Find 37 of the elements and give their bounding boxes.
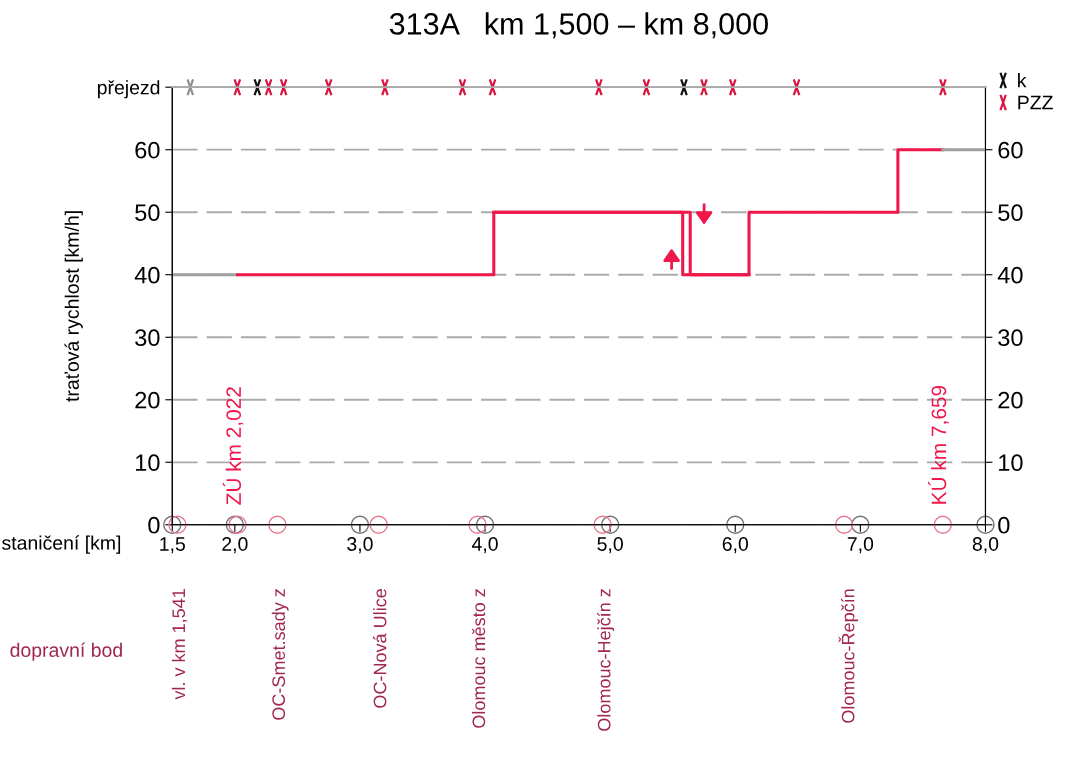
legend-label: PZZ bbox=[1018, 95, 1053, 110]
legend-label: k bbox=[1018, 73, 1027, 88]
text: dopravní bod bbox=[10, 642, 122, 661]
y2-tick-label: 10 bbox=[999, 454, 1023, 472]
y-tick-label: 0 bbox=[148, 516, 160, 534]
y2-tick-label: 50 bbox=[998, 204, 1023, 222]
x-tick-label: 1,5 bbox=[160, 537, 185, 554]
data-label: Olomouc město z bbox=[471, 589, 486, 728]
y-tick-label: přejezd bbox=[97, 80, 160, 99]
y2-tick-label: 30 bbox=[998, 329, 1023, 347]
data-label: vl. v km 1,541 bbox=[171, 589, 188, 700]
y-axis-title: traťová rychlost [km/h] bbox=[64, 211, 83, 402]
annotation: ZÚ km 2,022 bbox=[222, 387, 244, 505]
y-tick-label: 60 bbox=[135, 141, 160, 159]
y-tick-label: 50 bbox=[135, 204, 160, 222]
x-tick-label: 4,0 bbox=[471, 537, 498, 554]
y-tick-label: 30 bbox=[135, 329, 160, 347]
x-tick-label: 5,0 bbox=[597, 537, 623, 554]
annotation: KÚ km 7,659 bbox=[928, 385, 949, 504]
x-tick-label: 8,0 bbox=[972, 537, 999, 554]
chart-title: 313A km 1,500 – km 8,000 bbox=[389, 12, 768, 39]
x-tick-label: 2,0 bbox=[222, 537, 248, 554]
y-tick-label: 20 bbox=[135, 391, 160, 409]
data-label: OC-Nová Ulice bbox=[372, 589, 387, 708]
x-tick-label: 3,0 bbox=[347, 537, 373, 554]
data-label: OC-Smet.sady z bbox=[271, 589, 289, 720]
y2-tick-label: 60 bbox=[998, 141, 1023, 159]
x-tick-label: 6,0 bbox=[722, 537, 749, 554]
y2-tick-label: 20 bbox=[998, 391, 1023, 409]
y2-tick-label: 0 bbox=[998, 516, 1010, 534]
y-tick-label: 40 bbox=[134, 266, 160, 284]
y-tick-label: 10 bbox=[136, 454, 160, 472]
data-label: Olomouc-Řepčín bbox=[838, 589, 859, 723]
x-tick-label: 7,0 bbox=[847, 537, 874, 554]
x-axis-title: staničení [km] bbox=[2, 535, 121, 554]
y2-tick-label: 40 bbox=[997, 266, 1023, 284]
data-label: Olomouc-Hejčín z bbox=[597, 589, 615, 731]
